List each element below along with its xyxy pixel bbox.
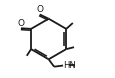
Text: O: O <box>36 5 43 14</box>
Text: O: O <box>17 19 24 28</box>
Text: HN: HN <box>63 61 76 70</box>
